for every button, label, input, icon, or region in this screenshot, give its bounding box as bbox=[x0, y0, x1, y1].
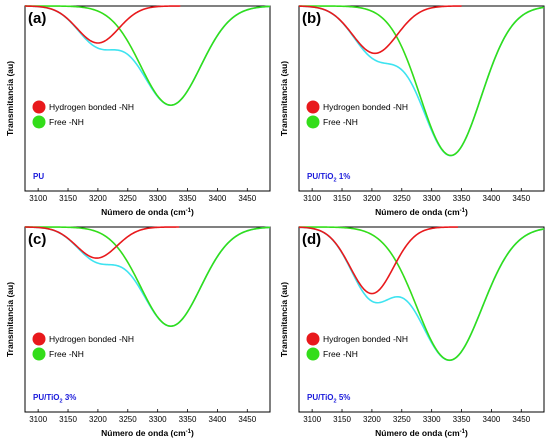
sample-label: PU/TiO2 5% bbox=[307, 393, 350, 405]
x-tick-label: 3400 bbox=[483, 415, 501, 424]
panel-3: (c) 3100 3150 3200 3250 3300 3350 3400 3450 Númer… bbox=[5, 226, 271, 438]
legend-label: Free -NH bbox=[323, 349, 358, 359]
panel-1: (a) 3100 3150 3200 3250 3300 3350 3400 3450 Númer… bbox=[5, 5, 271, 217]
x-tick-label: 3250 bbox=[119, 194, 137, 203]
legend-label: Hydrogen bonded -NH bbox=[323, 334, 408, 344]
x-tick-label: 3250 bbox=[393, 194, 411, 203]
legend-label: Hydrogen bonded -NH bbox=[323, 102, 408, 112]
panel-letter: (b) bbox=[302, 10, 321, 27]
legend-marker bbox=[32, 347, 46, 361]
x-tick-label: 3100 bbox=[303, 415, 321, 424]
legend-marker bbox=[306, 347, 320, 361]
x-tick-label: 3350 bbox=[179, 194, 197, 203]
sum-fit-line bbox=[24, 5, 271, 107]
x-tick-label: 3150 bbox=[333, 415, 351, 424]
hydrogen-bonded-nh-line bbox=[298, 5, 462, 55]
x-tick-label: 3350 bbox=[453, 194, 471, 203]
x-tick-label: 3400 bbox=[209, 194, 227, 203]
x-tick-label: 3200 bbox=[363, 194, 381, 203]
legend-marker bbox=[32, 115, 46, 129]
hydrogen-bonded-nh-line bbox=[298, 226, 458, 295]
x-tick-label: 3200 bbox=[89, 415, 107, 424]
legend-label: Hydrogen bonded -NH bbox=[49, 334, 134, 344]
legend-marker bbox=[32, 332, 46, 346]
x-tick-label: 3450 bbox=[512, 415, 530, 424]
x-tick-label: 3450 bbox=[238, 415, 256, 424]
plot-frame bbox=[24, 5, 271, 192]
y-axis-title: Transmitancia (au) bbox=[5, 61, 15, 136]
x-tick-label: 3250 bbox=[393, 415, 411, 424]
x-tick-label: 3350 bbox=[453, 415, 471, 424]
x-axis-title: Número de onda (cm-1) bbox=[101, 428, 194, 438]
legend: Hydrogen bonded -NH Free -NH bbox=[32, 100, 134, 129]
free-nh-line bbox=[299, 226, 545, 361]
sample-label: PU/TiO2 3% bbox=[33, 393, 76, 405]
legend-marker bbox=[306, 115, 320, 129]
legend-label: Free -NH bbox=[49, 117, 84, 127]
x-axis-title: Número de onda (cm-1) bbox=[101, 207, 194, 217]
hydrogen-bonded-nh-line bbox=[24, 5, 181, 44]
panel-4: (d) 3100 3150 3200 3250 3300 3350 3400 3450 Númer… bbox=[279, 226, 545, 438]
sum-fit-line bbox=[298, 5, 545, 157]
hydrogen-bonded-nh-line bbox=[24, 226, 180, 259]
x-axis-title: Número de onda (cm-1) bbox=[375, 428, 468, 438]
panel-2: (b) 3100 3150 3200 3250 3300 3350 3400 3450 Númer… bbox=[279, 5, 545, 217]
x-tick-label: 3450 bbox=[238, 194, 256, 203]
x-tick-label: 3150 bbox=[333, 194, 351, 203]
y-axis-title: Transmitancia (au) bbox=[5, 282, 15, 357]
plot-frame bbox=[298, 226, 545, 413]
legend-marker bbox=[306, 100, 320, 114]
sum-fit-line bbox=[24, 226, 271, 327]
legend-marker bbox=[32, 100, 46, 114]
sample-label: PU bbox=[33, 172, 44, 181]
legend-label: Free -NH bbox=[323, 117, 358, 127]
x-tick-label: 3300 bbox=[149, 194, 167, 203]
x-tick-label: 3200 bbox=[363, 415, 381, 424]
panel-letter: (c) bbox=[28, 231, 46, 248]
x-tick-label: 3150 bbox=[59, 194, 77, 203]
x-tick-label: 3100 bbox=[303, 194, 321, 203]
legend: Hydrogen bonded -NH Free -NH bbox=[306, 332, 408, 361]
sample-label: PU/TiO2 1% bbox=[307, 172, 350, 184]
legend: Hydrogen bonded -NH Free -NH bbox=[32, 332, 134, 361]
x-tick-label: 3100 bbox=[29, 194, 47, 203]
panel-letter: (a) bbox=[28, 10, 46, 27]
free-nh-line bbox=[25, 226, 271, 327]
x-tick-label: 3450 bbox=[512, 194, 530, 203]
legend-label: Hydrogen bonded -NH bbox=[49, 102, 134, 112]
y-axis-title: Transmitancia (au) bbox=[279, 282, 289, 357]
legend: Hydrogen bonded -NH Free -NH bbox=[306, 100, 408, 129]
legend-label: Free -NH bbox=[49, 349, 84, 359]
x-tick-label: 3400 bbox=[209, 415, 227, 424]
x-tick-label: 3300 bbox=[423, 415, 441, 424]
free-nh-line bbox=[25, 5, 271, 106]
x-tick-label: 3400 bbox=[483, 194, 501, 203]
x-tick-label: 3200 bbox=[89, 194, 107, 203]
y-axis-title: Transmitancia (au) bbox=[279, 61, 289, 136]
plot-frame bbox=[24, 226, 271, 413]
x-axis-title: Número de onda (cm-1) bbox=[375, 207, 468, 217]
x-tick-label: 3100 bbox=[29, 415, 47, 424]
x-tick-label: 3150 bbox=[59, 415, 77, 424]
legend-marker bbox=[306, 332, 320, 346]
panel-letter: (d) bbox=[302, 231, 321, 248]
x-tick-label: 3300 bbox=[423, 194, 441, 203]
plot-frame bbox=[298, 5, 545, 192]
x-tick-label: 3250 bbox=[119, 415, 137, 424]
x-tick-label: 3350 bbox=[179, 415, 197, 424]
free-nh-line bbox=[299, 5, 545, 157]
x-tick-label: 3300 bbox=[149, 415, 167, 424]
